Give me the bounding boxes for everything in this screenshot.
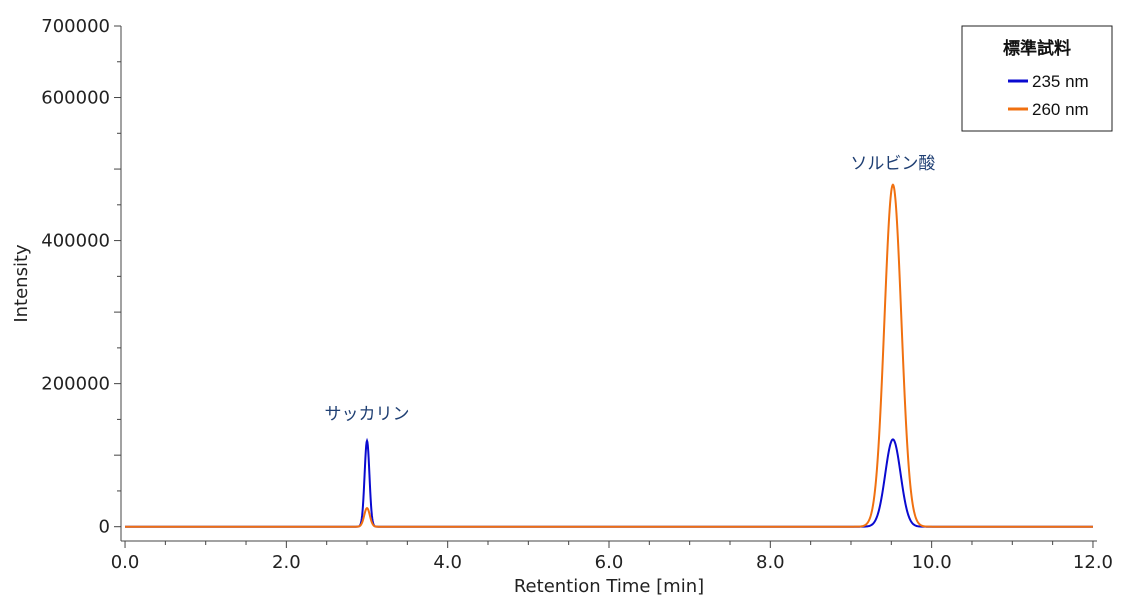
x-tick-label: 0.0 [111, 552, 140, 573]
x-tick-label: 4.0 [433, 552, 462, 573]
peak-annotation: ソルビン酸 [850, 154, 935, 174]
legend-entry: 235 nm [1032, 72, 1089, 91]
y-tick-label: 600000 [41, 88, 110, 109]
series-line-235-nm [125, 437, 1093, 528]
peak-annotation: サッカリン [325, 404, 410, 424]
x-tick-label: 2.0 [272, 552, 301, 573]
x-axis-title: Retention Time [min] [514, 576, 704, 597]
series-layer [125, 183, 1093, 528]
y-tick-label: 700000 [41, 16, 110, 37]
y-tick-label: 200000 [41, 374, 110, 395]
legend-title: 標準試料 [1003, 38, 1071, 59]
x-tick-label: 6.0 [595, 552, 624, 573]
y-tick-label: 0 [99, 517, 110, 538]
series-line-260-nm [125, 183, 1093, 528]
axes: 0.0 2.0 4.0 6.0 8.0 10.0 12.0 0 200000 400000 6000… [11, 16, 1113, 597]
y-axis-title: Intensity [11, 244, 32, 323]
x-tick-label: 12.0 [1073, 552, 1113, 573]
legend: 標準試料 235 nm 260 nm [961, 25, 1113, 132]
x-tick-label: 10.0 [912, 552, 952, 573]
annotation-layer: サッカリン ソルビン酸 [325, 154, 936, 424]
legend-box [961, 25, 1113, 132]
x-tick-label: 8.0 [756, 552, 785, 573]
y-tick-label: 400000 [41, 231, 110, 252]
legend-entry: 260 nm [1032, 100, 1089, 119]
